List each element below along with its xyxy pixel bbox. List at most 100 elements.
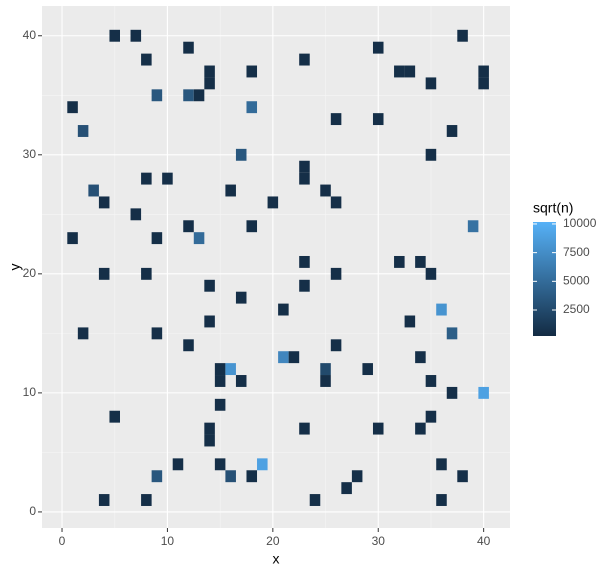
tile	[67, 232, 78, 245]
tile	[425, 375, 437, 387]
tile	[183, 220, 194, 233]
legend-title: sqrt(n)	[533, 200, 573, 216]
tile	[362, 363, 373, 376]
tile	[320, 375, 331, 387]
tile	[394, 65, 405, 78]
tile	[341, 482, 352, 495]
tile	[478, 65, 489, 78]
tile	[330, 113, 342, 126]
tile	[425, 77, 437, 90]
tile	[151, 232, 163, 245]
tile	[225, 184, 236, 197]
tile	[109, 29, 120, 42]
tile	[372, 113, 384, 126]
tile	[415, 351, 426, 364]
tile	[425, 148, 437, 161]
tile	[183, 89, 194, 102]
tile	[214, 458, 226, 471]
tile	[98, 267, 110, 280]
tile	[151, 89, 163, 102]
tile	[141, 53, 152, 66]
tile	[162, 172, 173, 185]
tile	[141, 172, 152, 185]
tile	[67, 101, 78, 114]
tile	[141, 494, 152, 506]
tile	[214, 375, 226, 387]
tile	[77, 125, 89, 137]
x-axis-title: x	[273, 551, 280, 567]
tile	[299, 53, 310, 66]
tile	[404, 315, 416, 328]
y-tick-label: 0	[29, 504, 36, 518]
tile	[446, 386, 458, 399]
tile	[478, 386, 489, 399]
y-tick-label: 10	[23, 385, 37, 399]
tile	[372, 422, 384, 435]
tile	[204, 279, 215, 292]
tile	[246, 470, 258, 483]
tile	[372, 41, 384, 54]
x-tick-label: 0	[59, 534, 66, 548]
y-tick-label: 20	[23, 266, 37, 280]
tile	[278, 303, 289, 316]
tile	[193, 232, 205, 245]
x-tick-label: 30	[372, 534, 386, 548]
tile	[457, 29, 468, 42]
y-tick-label: 40	[23, 28, 37, 42]
tile	[225, 363, 236, 376]
tile	[330, 196, 342, 209]
x-tick-label: 10	[161, 534, 175, 548]
tile	[77, 327, 89, 340]
x-tick-label: 40	[477, 534, 491, 548]
tile	[299, 279, 310, 292]
tile	[225, 470, 236, 483]
tile	[98, 494, 110, 506]
tile	[436, 303, 447, 316]
tile	[267, 196, 279, 209]
tile	[320, 184, 331, 197]
tile	[130, 29, 142, 42]
tile	[235, 291, 247, 304]
tile	[436, 458, 447, 471]
tile	[204, 65, 215, 78]
tile	[288, 351, 300, 364]
tile	[204, 422, 215, 435]
tile	[88, 184, 99, 197]
tile	[415, 422, 426, 435]
tile	[204, 77, 215, 90]
tile	[204, 434, 215, 447]
tile	[235, 375, 247, 387]
tile	[446, 125, 458, 137]
colorbar-label: 2500	[563, 302, 590, 316]
tile	[351, 470, 363, 483]
tile	[299, 422, 310, 435]
tile	[320, 363, 331, 376]
tile	[172, 458, 184, 471]
tile	[299, 255, 310, 268]
tile	[299, 160, 310, 173]
plot-panel	[42, 6, 510, 528]
tile	[214, 363, 226, 376]
tile	[214, 398, 226, 411]
tile	[141, 267, 152, 280]
tile	[425, 410, 437, 423]
tile	[436, 494, 447, 506]
tile	[151, 470, 163, 483]
y-tick-label: 30	[23, 147, 37, 161]
tile	[457, 470, 468, 483]
colorbar	[533, 222, 556, 336]
tile	[204, 315, 215, 328]
tile	[193, 89, 205, 102]
colorbar-label: 10000	[563, 216, 597, 230]
colorbar-label: 7500	[563, 245, 590, 259]
colorbar-label: 5000	[563, 273, 590, 287]
tile	[257, 458, 268, 471]
tile	[183, 41, 194, 54]
tile	[330, 267, 342, 280]
x-tick-label: 20	[266, 534, 280, 548]
tile	[98, 196, 110, 209]
tile	[467, 220, 479, 233]
tile	[404, 65, 416, 78]
tile	[109, 410, 120, 423]
